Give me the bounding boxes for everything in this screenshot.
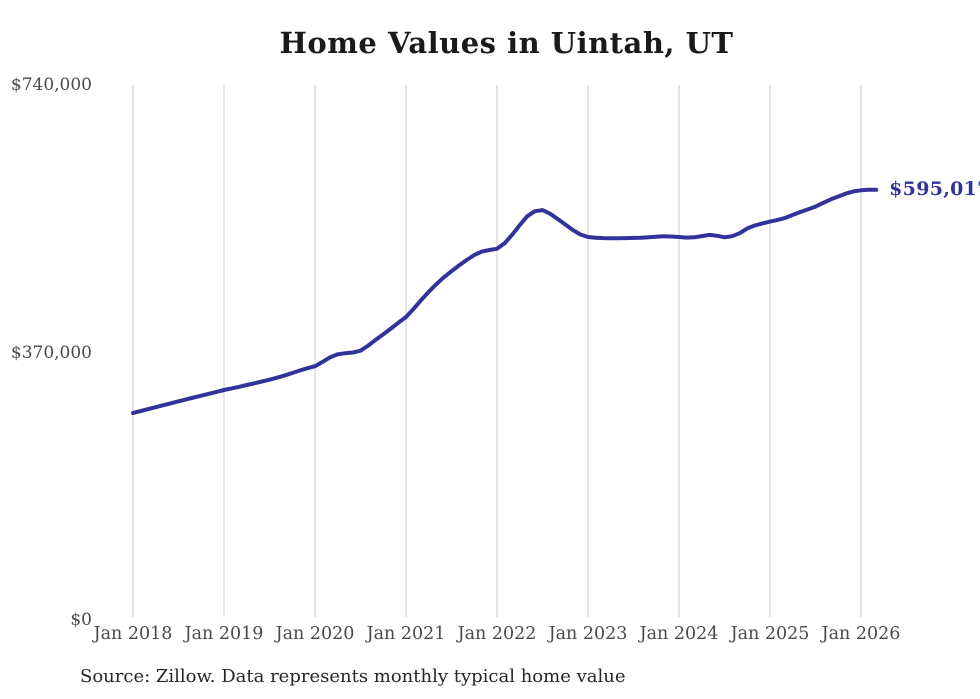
y-tick-label: $370,000 bbox=[10, 342, 92, 363]
chart-title: Home Values in Uintah, UT bbox=[279, 26, 734, 60]
x-tick-label: Jan 2021 bbox=[366, 624, 446, 644]
source-note: Source: Zillow. Data represents monthly … bbox=[80, 666, 626, 687]
x-tick-label: Jan 2024 bbox=[639, 624, 719, 644]
home-value-series-line bbox=[131, 187, 879, 415]
x-tick-label: Jan 2018 bbox=[93, 624, 173, 644]
x-tick-label: Jan 2026 bbox=[821, 624, 901, 644]
x-tick-label: Jan 2023 bbox=[548, 624, 628, 644]
x-tick-label: Jan 2019 bbox=[184, 624, 264, 644]
x-tick-label: Jan 2025 bbox=[730, 624, 810, 644]
x-tick-label: Jan 2022 bbox=[457, 624, 537, 644]
y-tick-label: $740,000 bbox=[10, 75, 92, 95]
latest-value-label: $595,017 bbox=[889, 177, 980, 200]
x-tick-label: Jan 2020 bbox=[275, 624, 355, 644]
y-tick-label: $0 bbox=[70, 610, 92, 630]
